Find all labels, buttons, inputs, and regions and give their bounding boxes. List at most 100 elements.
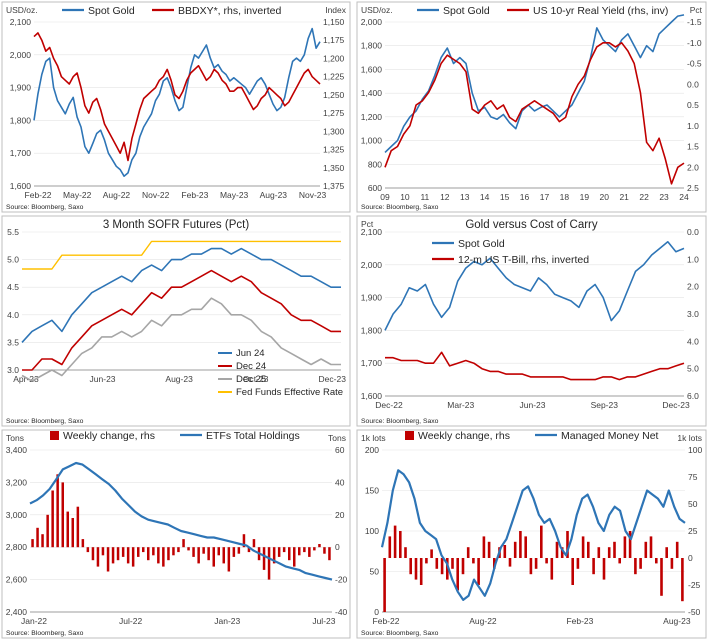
legend-spot-gold-label: Spot Gold [88,5,135,17]
bar-weekly-change [477,558,480,585]
y-tick-label-right: -40 [335,607,348,617]
bar-weekly-change [399,531,402,558]
x-tick-label: 10 [400,192,410,202]
x-tick-label: Aug-23 [260,190,288,200]
y-tick-label: 2,400 [6,607,28,617]
y-tick-label-right: 1,200 [323,53,345,63]
panel-4: 2,100 2,000 1,900 1,800 1,700 1,600 0.0 1.0 2.0 3… [356,215,707,427]
source-note: Source: Bloomberg, Saxo [6,418,84,425]
y-tick-label: 200 [365,445,379,455]
y-tick-label-right: 0 [335,542,340,552]
bar-weekly-change [534,558,538,569]
bar-weekly-change [404,547,407,558]
x-tick-label: 14 [480,192,490,202]
y-tick-label-right: 0.5 [687,100,699,110]
left-axis-unit: USD/oz. [6,5,38,15]
source-note: Source: Bloomberg, Saxo [6,630,84,637]
y-tick-label-right: 2.0 [687,162,699,172]
bar-weekly-change [272,547,276,564]
source-note: Source: Bloomberg, Saxo [6,204,84,211]
y-tick-label: 2,100 [361,227,383,237]
bar-weekly-change [162,547,165,567]
x-tick-label: 16 [520,192,530,202]
y-tick-label: 2,000 [10,50,32,60]
bar-weekly-change [96,547,100,567]
y-tick-label: 5.0 [7,255,19,265]
x-tick-label: 13 [460,192,470,202]
x-tick-label: 20 [600,192,610,202]
bar-weekly-change [607,547,611,558]
source-note: Source: Bloomberg, Saxo [361,630,439,637]
y-tick-label-right: -1.5 [687,17,702,27]
bar-weekly-change [71,518,74,548]
bar-weekly-change [142,547,145,553]
y-tick-label-right: 1,175 [323,35,345,45]
bar-weekly-change [212,547,215,567]
bar-weekly-change [328,547,331,561]
panel-5: 3,400 3,200 3,000 2,800 2,600 2,400 60 40 20 0 -20… [1,429,351,639]
bar-weekly-change [566,531,569,558]
right-axis-unit: Pct [690,5,703,15]
x-tick-label: Apr-23 [13,374,39,384]
y-tick-label: 1,800 [361,325,383,335]
x-tick-label: 11 [420,192,429,202]
bar-weekly-change [232,547,236,557]
bar-weekly-change [519,531,522,558]
bar-weekly-change [409,558,412,575]
legend-weekly-change-label: Weekly change, rhs [418,430,510,442]
x-tick-label: 23 [659,192,669,202]
legend-line-label: ETFs Total Holdings [206,430,300,442]
x-tick-label: Aug-22 [103,190,131,200]
bar-weekly-change [435,558,439,569]
bar-weekly-change [101,547,105,556]
bar-weekly-change [466,547,470,558]
y-tick-label: 0 [374,607,379,617]
bar-weekly-change [634,558,637,575]
x-tick-label: Nov-22 [142,190,170,200]
y-tick-label: 1,800 [361,41,383,51]
y-tick-label-right: 3.0 [687,309,699,319]
bar-weekly-change [298,547,301,556]
source-note: Source: Bloomberg, Saxo [361,204,439,211]
bar-weekly-change [597,547,601,558]
bar-weekly-change [36,527,39,548]
panel-frame [1,1,351,213]
y-tick-label-right: 1.0 [687,121,699,131]
bar-weekly-change [681,558,684,602]
line-0 [384,14,685,153]
line-1 [22,269,341,371]
bar-weekly-change [446,558,449,580]
x-tick-label: 21 [619,192,629,202]
line-2 [21,297,341,382]
legend-second-label: US 10-yr Real Yield (rhs, inv) [533,5,668,17]
y-tick-label-right: 40 [335,477,345,487]
x-tick-label: 12 [440,192,450,202]
bar-weekly-change [660,558,663,596]
legend-spot-gold-label: Spot Gold [443,5,490,17]
bar-weekly-change [550,558,554,580]
right-axis-unit: Tons [328,433,346,443]
bar-weekly-change [182,539,185,548]
y-tick-label: 1,900 [361,293,383,303]
y-tick-label-right: -25 [688,580,701,590]
panel-2: 2,000 1,800 1,600 1,400 1,200 1,000 800 600 -1.5… [356,1,707,213]
x-tick-label: 19 [580,192,590,202]
bar-weekly-change [503,545,507,558]
y-tick-label-right: 0.0 [687,79,699,89]
bar-weekly-change [111,547,115,564]
bar-weekly-change [192,547,195,557]
panel-1: 2,100 2,000 1,900 1,800 1,700 1,600 1,150 1,175… [1,1,351,213]
x-tick-label: Jul-22 [119,616,142,626]
x-tick-label: Feb-22 [373,616,400,626]
bar-weekly-change [51,490,54,548]
bar-weekly-change [456,558,459,591]
bar-weekly-change [282,547,286,553]
line-etf-holdings [29,461,333,581]
bar-weekly-change [56,474,59,548]
bar-weekly-change [76,506,80,548]
bar-weekly-change [61,482,64,548]
y-tick-label-right: 100 [688,445,702,455]
x-tick-label: 17 [540,192,550,202]
y-tick-label-right: 1,150 [323,17,345,27]
